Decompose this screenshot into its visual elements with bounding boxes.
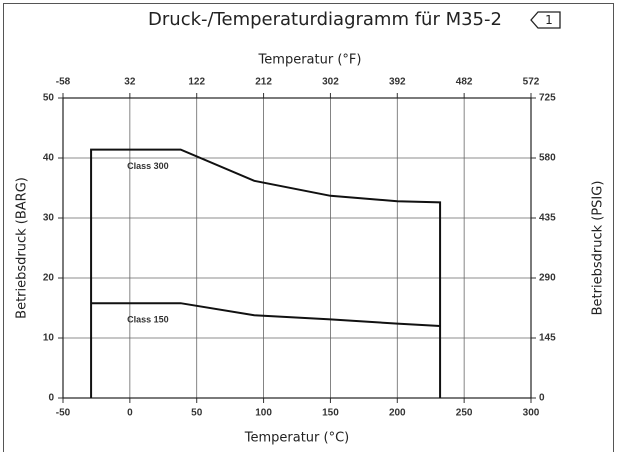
series-line — [91, 302, 441, 327]
y2-tick-label: 0 — [539, 393, 545, 404]
x2-tick-label: 302 — [322, 77, 339, 88]
x2-tick-label: 572 — [523, 77, 540, 88]
y-axis-label: Betriebsdruck (BARG) — [15, 177, 30, 319]
y2-tick-label: 145 — [539, 333, 556, 344]
y2-tick-label: 725 — [539, 93, 556, 104]
y2-tick-label: 290 — [539, 273, 556, 284]
y2-tick-label: 435 — [539, 213, 556, 224]
x2-tick-label: -58 — [56, 77, 71, 88]
y-tick-label: 20 — [43, 273, 55, 284]
series-label: Class 300 — [127, 161, 169, 171]
x-tick-label: 100 — [255, 408, 272, 419]
x-tick-label: 250 — [456, 408, 473, 419]
x-tick-label: -50 — [56, 408, 71, 419]
x2-tick-label: 392 — [389, 77, 406, 88]
x-axis-label: Temperatur (°C) — [244, 431, 350, 446]
x2-tick-label: 212 — [255, 77, 272, 88]
y-tick-label: 50 — [43, 93, 55, 104]
x2-tick-label: 122 — [188, 77, 205, 88]
x2-axis-label: Temperatur (°F) — [258, 53, 362, 68]
x-tick-label: 200 — [389, 408, 406, 419]
badge: 1 — [545, 13, 553, 27]
x2-tick-label: 32 — [124, 77, 136, 88]
series-label: Class 150 — [127, 315, 169, 325]
x2-tick-label: 482 — [456, 77, 473, 88]
badge-icon — [530, 11, 561, 29]
plot-frame — [62, 97, 532, 399]
y-tick-label: 0 — [48, 393, 54, 404]
x-tick-label: 300 — [523, 408, 540, 419]
y2-tick-label: 580 — [539, 153, 556, 164]
page-frame — [3, 3, 614, 452]
chart-title: Druck-/Temperaturdiagramm für M35-2 — [148, 9, 502, 30]
y-tick-label: 40 — [43, 153, 55, 164]
x-tick-label: 50 — [191, 408, 203, 419]
x-tick-label: 150 — [322, 408, 339, 419]
y-tick-label: 10 — [43, 333, 55, 344]
series-line — [90, 148, 442, 398]
y-tick-label: 30 — [43, 213, 55, 224]
x-tick-label: 0 — [127, 408, 133, 419]
y2-axis-label: Betriebsdruck (PSIG) — [591, 181, 606, 316]
